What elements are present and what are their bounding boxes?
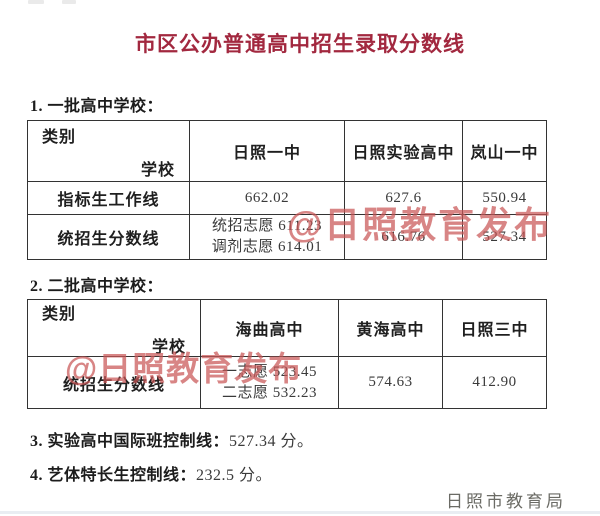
first-batch-table: 学校 类别 日照一中 日照实验高中 岚山一中 指标生工作线 662.02 627… [27, 120, 547, 260]
corner-label-school: 学校 [140, 162, 175, 179]
diagonal-header-cell: 学校 类别 [27, 299, 201, 357]
score-cell: 616.76 [344, 214, 463, 260]
score-cell: 550.94 [462, 181, 547, 215]
section-4-label: 4. 艺体特长生控制线： [30, 467, 197, 484]
section-2-heading: 2. 二批高中学校： [30, 278, 164, 295]
column-header: 日照实验高中 [344, 120, 463, 182]
section-1-heading: 1. 一批高中学校： [30, 98, 164, 115]
scan-artifact [62, 0, 76, 4]
scan-artifact [28, 0, 44, 4]
section-3-value: 527.34 分。 [229, 433, 314, 450]
score-cell: 574.63 [338, 356, 443, 409]
diagonal-header-cell: 学校 类别 [27, 120, 190, 182]
score-cell-two-line: 一志愿 523.45 二志愿 532.23 [200, 356, 339, 409]
row-label: 统招生分数线 [27, 214, 190, 260]
column-header: 黄海高中 [338, 299, 443, 357]
column-header: 海曲高中 [200, 299, 339, 357]
bottom-edge-strip [0, 511, 600, 514]
section-4-line: 4. 艺体特长生控制线：232.5 分。 [30, 461, 272, 485]
score-cell: 412.90 [442, 356, 547, 409]
table-row: 统招生分数线 一志愿 523.45 二志愿 532.23 574.63 412.… [27, 356, 547, 409]
corner-label-category: 类别 [42, 129, 77, 146]
column-header: 日照一中 [189, 120, 345, 182]
score-cell-two-line: 统招志愿 611.23 调剂志愿 614.01 [189, 214, 345, 260]
issuer-signature: 日照市教育局 [446, 492, 566, 511]
section-4-value: 232.5 分。 [196, 467, 273, 484]
column-header: 日照三中 [442, 299, 547, 357]
second-batch-table: 学校 类别 海曲高中 黄海高中 日照三中 统招生分数线 一志愿 523.45 二… [27, 299, 547, 409]
score-cell: 527.34 [462, 214, 547, 260]
score-line: 统招志愿 611.23 [212, 218, 322, 234]
table-row: 指标生工作线 662.02 627.6 550.94 [27, 181, 547, 215]
column-header: 岚山一中 [462, 120, 547, 182]
section-3-line: 3. 实验高中国际班控制线：527.34 分。 [30, 427, 314, 451]
row-label: 指标生工作线 [27, 181, 190, 215]
page-title: 市区公办普通高中招生录取分数线 [135, 32, 465, 56]
corner-label-school: 学校 [151, 339, 186, 356]
row-label: 统招生分数线 [27, 356, 201, 409]
section-3-label: 3. 实验高中国际班控制线： [30, 433, 230, 450]
score-cell: 627.6 [344, 181, 463, 215]
score-line: 二志愿 532.23 [221, 384, 317, 401]
score-line: 调剂志愿 614.01 [211, 239, 323, 255]
corner-label-category: 类别 [42, 306, 77, 323]
table-row: 统招生分数线 统招志愿 611.23 调剂志愿 614.01 616.76 52… [27, 214, 547, 260]
score-line: 一志愿 523.45 [221, 363, 317, 380]
score-cell: 662.02 [189, 181, 345, 215]
